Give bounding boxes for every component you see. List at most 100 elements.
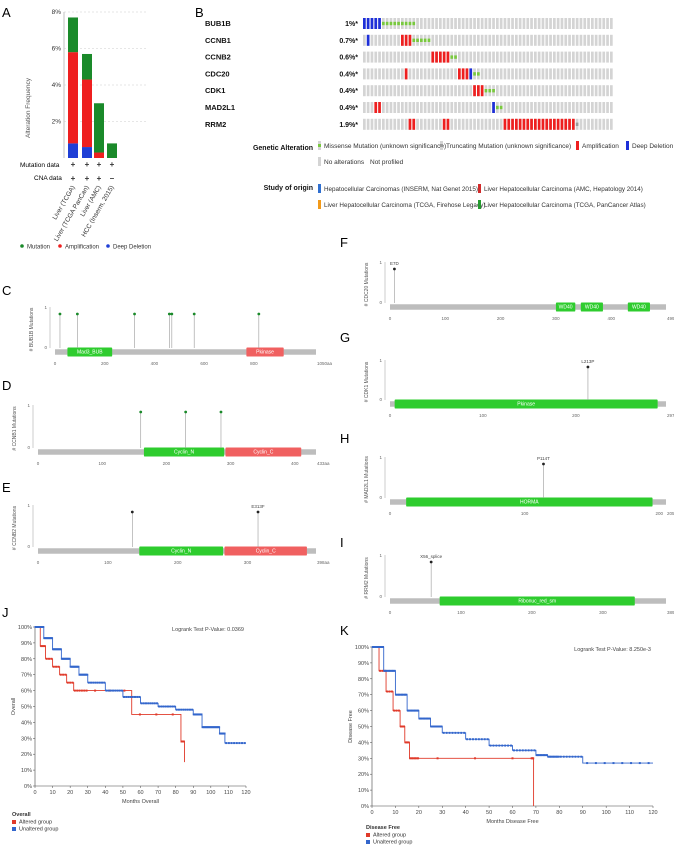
oncoprint-cell bbox=[553, 34, 556, 46]
lollipop-ytick: 1 bbox=[379, 553, 382, 558]
panel-j-survival-plot: 0% 10% 20% 30% 40% 50% 60% 70% 80% 90% 100% 0 10 20 30… bbox=[11, 625, 251, 833]
oncoprint-cell bbox=[450, 102, 454, 113]
oncoprint-cell bbox=[556, 34, 560, 46]
oncoprint-cell bbox=[598, 118, 602, 130]
km-censor-mark bbox=[445, 731, 448, 734]
oncoprint-cell bbox=[416, 118, 419, 130]
km-xtick-label: 110 bbox=[224, 790, 233, 796]
oncoprint-cell bbox=[534, 18, 537, 29]
km-censor-mark bbox=[431, 725, 434, 728]
legend-amplification-label: Amplification bbox=[582, 143, 619, 150]
oncoprint-cell bbox=[496, 118, 499, 130]
oncoprint-cell bbox=[526, 102, 530, 113]
oncoprint-cell bbox=[496, 85, 499, 97]
lollipop-ytick: 0 bbox=[379, 300, 382, 305]
oncoprint-cell bbox=[473, 118, 476, 130]
oncoprint-cell bbox=[541, 68, 545, 80]
oncoprint-cell bbox=[568, 18, 571, 29]
oncoprint-alteration-cell bbox=[378, 18, 381, 29]
km-censor-mark bbox=[201, 726, 204, 729]
km-censor-mark bbox=[586, 762, 589, 765]
km-censor-mark bbox=[196, 713, 199, 716]
km-censor-mark bbox=[52, 648, 55, 651]
panel-label-h: H bbox=[340, 431, 349, 446]
km-xtick-label: 20 bbox=[416, 810, 422, 816]
oncoprint-cell bbox=[427, 118, 431, 130]
km-censor-mark bbox=[76, 665, 79, 668]
km-legend-label: Altered group bbox=[373, 833, 406, 839]
km-censor-mark bbox=[397, 709, 400, 712]
km-censor-mark bbox=[92, 681, 95, 684]
oncoprint-cell bbox=[537, 18, 541, 29]
km-censor-mark bbox=[69, 665, 72, 668]
panel-label-b: B bbox=[195, 5, 204, 20]
km-censor-mark bbox=[57, 665, 60, 668]
oncoprint-cell bbox=[499, 118, 503, 130]
km-censor-mark bbox=[413, 757, 416, 760]
oncoprint-cell bbox=[530, 85, 533, 97]
legend-no-alterations-label: No alterations bbox=[324, 159, 365, 166]
oncoprint-cell bbox=[446, 18, 450, 29]
km-censor-mark bbox=[65, 657, 68, 660]
oncoprint-cell bbox=[587, 68, 590, 80]
oncoprint-cell bbox=[526, 68, 530, 80]
oncoprint-cell bbox=[435, 102, 438, 113]
oncoprint-cell bbox=[541, 85, 545, 97]
km-censor-mark bbox=[533, 749, 536, 752]
oncoprint-alteration-cell bbox=[465, 68, 469, 80]
km-censor-mark bbox=[376, 646, 379, 648]
oncoprint-cell bbox=[583, 85, 587, 97]
oncoprint-mutation-mark bbox=[397, 21, 400, 26]
km-censor-mark bbox=[81, 673, 84, 676]
km-xtick-label: 50 bbox=[486, 810, 492, 816]
km-censor-mark bbox=[390, 669, 393, 672]
km-censor-mark bbox=[78, 673, 81, 676]
oncoprint-cell bbox=[518, 51, 522, 63]
oncoprint-alteration-cell bbox=[518, 118, 522, 130]
km-censor-mark bbox=[542, 754, 545, 757]
oncoprint-cell bbox=[507, 51, 511, 63]
km-xtick-label: 30 bbox=[439, 810, 445, 816]
km-censor-mark bbox=[393, 709, 396, 712]
lollipop-ytick: 1 bbox=[27, 503, 30, 508]
lollipop-head bbox=[139, 410, 143, 414]
oncoprint-cell bbox=[530, 34, 533, 46]
lollipop-xtick: 0 bbox=[389, 610, 392, 615]
oncoprint-mutation-mark bbox=[412, 21, 416, 26]
oncoprint-cell bbox=[511, 34, 514, 46]
km-censor-mark bbox=[169, 705, 172, 708]
km-censor-mark bbox=[215, 726, 218, 729]
oncoprint-mutation-mark bbox=[488, 89, 492, 93]
km-censor-mark bbox=[60, 657, 63, 660]
oncoprint-cell bbox=[404, 118, 408, 130]
oncoprint-cell bbox=[530, 102, 533, 113]
oncoprint-cell bbox=[363, 34, 366, 46]
km-curve bbox=[372, 646, 535, 806]
panel-label-a: A bbox=[2, 5, 11, 20]
oncoprint-cell bbox=[492, 68, 495, 80]
km-legend-title: Overall bbox=[12, 812, 31, 818]
km-censor-mark bbox=[184, 708, 187, 711]
km-censor-mark bbox=[417, 709, 420, 712]
km-censor-mark bbox=[62, 657, 65, 660]
km-censor-mark bbox=[512, 749, 515, 752]
oncoprint-cell bbox=[366, 118, 370, 130]
km-censor-mark bbox=[96, 681, 99, 684]
km-censor-mark bbox=[149, 702, 152, 705]
lollipop-head bbox=[130, 510, 134, 514]
lollipop-xtick: 300 bbox=[552, 316, 560, 321]
lollipop-ytick: 1 bbox=[27, 403, 30, 408]
oncoprint-cell bbox=[446, 68, 450, 80]
oncoprint-cell bbox=[564, 51, 568, 63]
lollipop-head bbox=[167, 312, 171, 316]
oncoprint-cell bbox=[461, 85, 465, 97]
lollipop-length-label: 1050aa bbox=[317, 361, 333, 366]
oncoprint-cell bbox=[522, 85, 526, 97]
oncoprint-cell bbox=[492, 34, 495, 46]
oncoprint-cell bbox=[469, 18, 473, 29]
panel-a-legend-label: Deep Deletion bbox=[113, 245, 151, 251]
km-censor-mark bbox=[182, 708, 185, 711]
km-censor-mark bbox=[571, 755, 574, 758]
km-censor-mark bbox=[454, 731, 457, 734]
oncoprint-gene-percent: 0.7%* bbox=[339, 38, 358, 45]
